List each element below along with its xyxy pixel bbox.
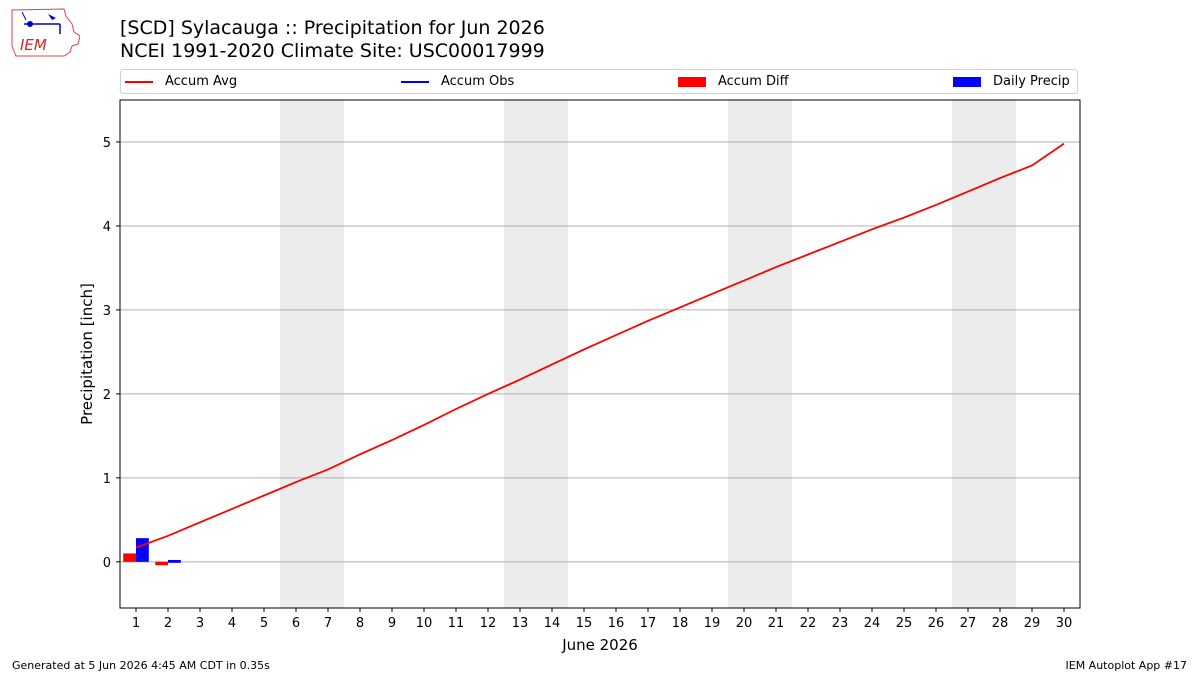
- x-tick-label: 16: [608, 616, 625, 631]
- x-tick-label: 9: [388, 616, 396, 631]
- y-tick-label: 1: [103, 472, 111, 487]
- x-tick-label: 22: [800, 616, 817, 631]
- x-tick-label: 15: [576, 616, 593, 631]
- x-tick-label: 26: [928, 616, 945, 631]
- x-tick-label: 29: [1024, 616, 1041, 631]
- x-tick-label: 11: [448, 616, 465, 631]
- x-axis-label: June 2026: [561, 636, 638, 654]
- legend-swatch-accum-obs: [401, 80, 429, 83]
- y-axis-label: Precipitation [inch]: [78, 283, 96, 425]
- chart-title-line1: [SCD] Sylacauga :: Precipitation for Jun…: [120, 17, 545, 39]
- footer-app: IEM Autoplot App #17: [1065, 659, 1188, 672]
- weekend-shade: [280, 100, 344, 608]
- x-tick-label: 1: [132, 616, 140, 631]
- legend-label-accum-diff: Accum Diff: [718, 74, 789, 89]
- weekend-shade: [504, 100, 568, 608]
- y-tick-label: 4: [103, 220, 111, 235]
- x-tick-label: 24: [864, 616, 881, 631]
- chart-legend: Accum Avg Accum Obs Accum Diff Daily Pre…: [120, 69, 1078, 94]
- x-tick-label: 27: [960, 616, 977, 631]
- y-tick-label: 0: [103, 556, 111, 571]
- x-tick-label: 18: [672, 616, 689, 631]
- legend-item-accum-obs: Accum Obs: [401, 70, 514, 93]
- x-tick-label: 14: [544, 616, 561, 631]
- daily-precip-bar: [168, 561, 181, 563]
- svg-text:IEM: IEM: [20, 36, 47, 54]
- legend-label-accum-avg: Accum Avg: [165, 74, 238, 89]
- legend-swatch-accum-diff: [678, 76, 706, 87]
- legend-item-accum-diff: Accum Diff: [678, 70, 789, 93]
- legend-item-accum-avg: Accum Avg: [125, 70, 237, 93]
- iem-logo: IEM: [11, 8, 80, 57]
- legend-label-accum-obs: Accum Obs: [441, 74, 515, 89]
- x-tick-label: 5: [260, 616, 268, 631]
- legend-item-daily-precip: Daily Precip: [953, 70, 1070, 93]
- accum-diff-bar: [123, 553, 136, 562]
- accum-diff-bar: [155, 561, 168, 566]
- y-tick-label: 3: [103, 304, 111, 319]
- x-tick-label: 19: [704, 616, 721, 631]
- x-tick-label: 10: [416, 616, 433, 631]
- footer-generated: Generated at 5 Jun 2026 4:45 AM CDT in 0…: [12, 659, 270, 672]
- x-tick-label: 20: [736, 616, 753, 631]
- x-tick-label: 6: [292, 616, 300, 631]
- weekend-shade: [728, 100, 792, 608]
- daily-precip-bar: [136, 539, 149, 562]
- chart-title-line2: NCEI 1991-2020 Climate Site: USC00017999: [120, 40, 545, 62]
- accum-avg-line: [135, 142, 1065, 549]
- x-tick-label: 21: [768, 616, 785, 631]
- x-tick-label: 30: [1056, 616, 1073, 631]
- x-tick-label: 28: [992, 616, 1009, 631]
- x-tick-label: 25: [896, 616, 913, 631]
- x-tick-label: 2: [164, 616, 172, 631]
- legend-swatch-accum-avg: [125, 80, 153, 83]
- y-tick-label: 2: [103, 388, 111, 403]
- x-tick-label: 23: [832, 616, 849, 631]
- x-tick-label: 13: [512, 616, 529, 631]
- chart-title: [SCD] Sylacauga :: Precipitation for Jun…: [120, 17, 545, 63]
- x-tick-label: 3: [196, 616, 204, 631]
- x-tick-label: 17: [640, 616, 657, 631]
- x-tick-label: 4: [228, 616, 236, 631]
- legend-swatch-daily-precip: [953, 76, 981, 87]
- x-tick-label: 8: [356, 616, 364, 631]
- x-tick-label: 12: [480, 616, 497, 631]
- plot-frame: [119, 99, 1081, 609]
- y-tick-label: 5: [103, 136, 111, 151]
- x-tick-label: 7: [324, 616, 332, 631]
- legend-label-daily-precip: Daily Precip: [993, 74, 1070, 89]
